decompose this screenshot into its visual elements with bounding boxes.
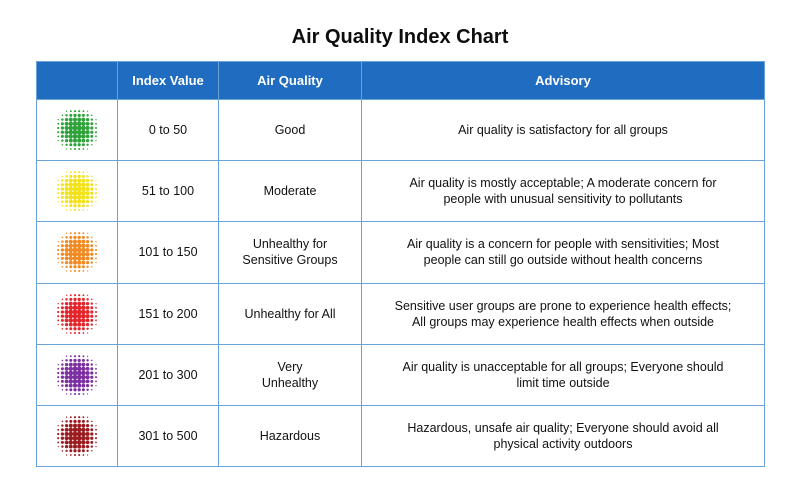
advisory-cell: Air quality is mostly acceptable; A mode… — [361, 160, 765, 223]
index-value-cell: 301 to 500 — [117, 404, 219, 468]
green-dotted-circle-icon — [57, 110, 98, 151]
purple-dotted-circle-icon — [57, 354, 98, 395]
index-value-cell: 51 to 100 — [117, 160, 219, 223]
icon-cell — [36, 343, 118, 406]
icon-cell — [36, 160, 118, 223]
orange-dotted-circle-icon — [57, 232, 98, 273]
table-body: 0 to 50 Good Air quality is satisfactory f… — [36, 98, 765, 468]
chart-title: Air Quality Index Chart — [291, 26, 509, 48]
air-quality-cell: Very Unhealthy — [218, 343, 362, 406]
table-row: 301 to 500 Hazardous Hazardous, unsafe air… — [36, 404, 765, 468]
air-quality-cell: Unhealthy for All — [218, 282, 362, 345]
icon-cell — [36, 282, 118, 345]
table-row: 201 to 300 Very Unhealthy Air quality is u… — [36, 343, 765, 406]
index-value-cell: 201 to 300 — [117, 343, 219, 406]
advisory-cell: Air quality is a concern for people with… — [361, 221, 765, 284]
header-index-value: Index Value — [117, 61, 219, 100]
icon-cell — [36, 221, 118, 284]
table-row: 51 to 100 Moderate Air quality is mostly a… — [36, 160, 765, 223]
header-icon-column — [36, 61, 118, 100]
header-row: Index Value Air Quality Advisory — [36, 61, 765, 100]
table-row: 101 to 150 Unhealthy for Sensitive Groups… — [36, 221, 765, 284]
air-quality-cell: Hazardous — [218, 404, 362, 468]
icon-cell — [36, 404, 118, 468]
table-row: 151 to 200 Unhealthy for All Sensitive use… — [36, 282, 765, 345]
advisory-cell: Sensitive user groups are prone to exper… — [361, 282, 765, 345]
air-quality-cell: Good — [218, 98, 362, 162]
maroon-dotted-circle-icon — [57, 416, 98, 457]
advisory-cell: Air quality is unacceptable for all grou… — [361, 343, 765, 406]
red-dotted-circle-icon — [57, 293, 98, 334]
yellow-dotted-circle-icon — [57, 171, 98, 212]
header-advisory: Advisory — [361, 61, 765, 100]
index-value-cell: 101 to 150 — [117, 221, 219, 284]
air-quality-cell: Unhealthy for Sensitive Groups — [218, 221, 362, 284]
index-value-cell: 151 to 200 — [117, 282, 219, 345]
advisory-cell: Hazardous, unsafe air quality; Everyone … — [361, 404, 765, 468]
aqi-table: Index Value Air Quality Advisory 0 to 50… — [36, 61, 765, 468]
header-air-quality: Air Quality — [218, 61, 362, 100]
air-quality-cell: Moderate — [218, 160, 362, 223]
table-row: 0 to 50 Good Air quality is satisfactory f… — [36, 98, 765, 162]
advisory-cell: Air quality is satisfactory for all grou… — [361, 98, 765, 162]
icon-cell — [36, 98, 118, 162]
index-value-cell: 0 to 50 — [117, 98, 219, 162]
